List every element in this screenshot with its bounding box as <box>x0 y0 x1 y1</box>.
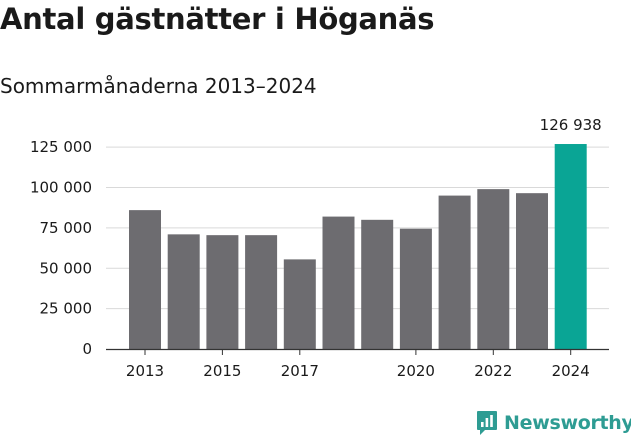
y-tick-label: 50 000 <box>40 259 93 277</box>
y-tick-label: 100 000 <box>30 179 92 197</box>
newsworthy-logo: Newsworthy <box>476 408 631 438</box>
chart-title: Antal gästnätter i Höganäs <box>0 2 435 36</box>
bar-2024 <box>554 144 587 349</box>
newsworthy-logo-text: Newsworthy <box>504 412 631 434</box>
bar-2018 <box>322 216 355 349</box>
bar-chart: 0 25 000 50 000 75 000 100 000 125 000 2013 201… <box>30 116 609 380</box>
bar-2022 <box>477 189 510 349</box>
x-tick-label: 2024 <box>552 362 590 380</box>
chart-subtitle: Sommarmånaderna 2013–2024 <box>0 74 317 98</box>
bar-2021 <box>438 195 471 349</box>
x-tick-label: 2020 <box>397 362 435 380</box>
bar-2013 <box>129 210 161 349</box>
x-tick-label: 2013 <box>126 362 164 380</box>
y-tick-label: 25 000 <box>40 300 93 318</box>
x-tick-label: 2015 <box>203 362 241 380</box>
data-label-2024: 126 938 <box>540 116 602 134</box>
x-tick-label: 2022 <box>474 362 512 380</box>
bar-2020 <box>399 228 432 349</box>
bar-2016 <box>245 235 278 349</box>
y-tick-label: 75 000 <box>40 219 93 237</box>
x-tick-label: 2017 <box>281 362 319 380</box>
bar-2019 <box>361 219 394 349</box>
bar-2023 <box>516 193 548 349</box>
y-tick-label: 125 000 <box>30 138 92 156</box>
newsworthy-logo-icon <box>477 411 497 435</box>
y-tick-label: 0 <box>82 340 92 358</box>
bar-2014 <box>167 234 200 349</box>
bar-2015 <box>206 235 239 349</box>
bar-2017 <box>283 259 316 349</box>
